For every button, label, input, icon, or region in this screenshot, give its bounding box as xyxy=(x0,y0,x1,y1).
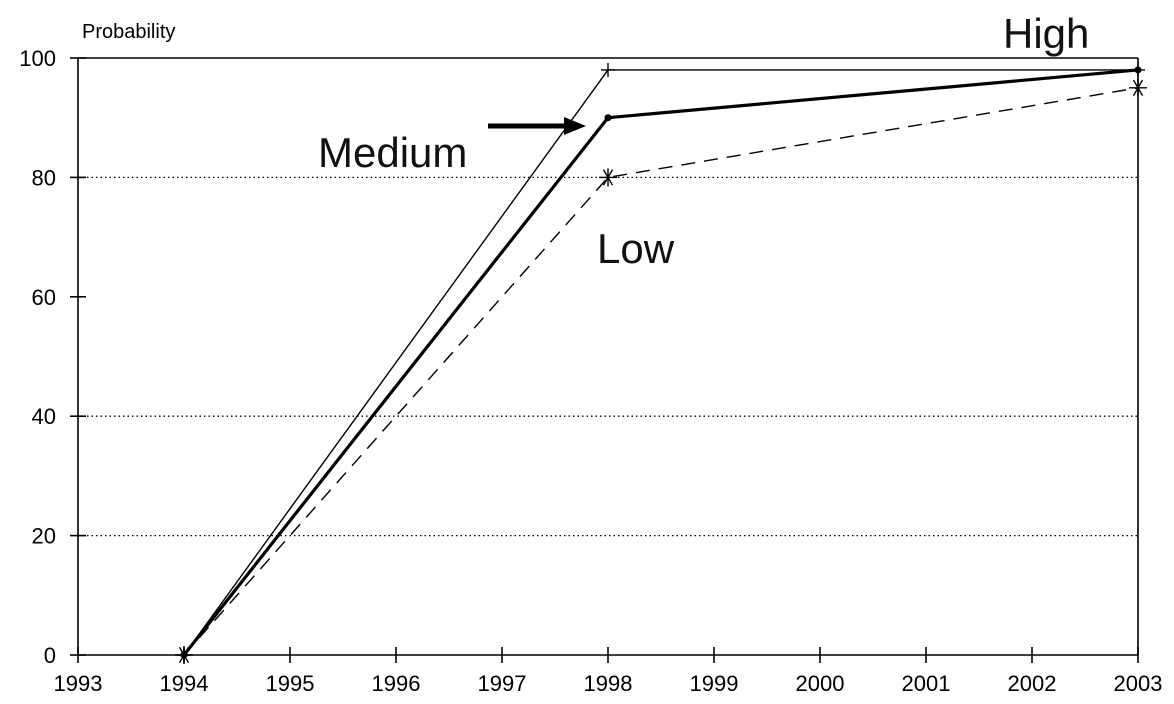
x-tick-label: 1993 xyxy=(54,671,103,696)
y-tick-label: 0 xyxy=(44,643,56,668)
x-tick-label: 1996 xyxy=(372,671,421,696)
y-tick-label: 100 xyxy=(19,46,56,71)
x-tick-label: 2000 xyxy=(796,671,845,696)
gridlines xyxy=(78,176,1138,537)
x-tick-label: 1998 xyxy=(584,671,633,696)
y-tick-label: 40 xyxy=(32,404,56,429)
data-point-low xyxy=(599,168,617,187)
data-point-low xyxy=(175,646,193,664)
x-tick-label: 1995 xyxy=(266,671,315,696)
y-axis-label: Probability xyxy=(82,21,175,43)
data-point-medium xyxy=(604,114,612,122)
series-label-medium: Medium xyxy=(318,129,467,176)
y-tick-label: 20 xyxy=(32,524,56,549)
axes: 0 20 40 60 80 100 1993 1994 1995 1996 1997 1998 1999… xyxy=(19,46,1162,696)
x-tick-label: 2001 xyxy=(902,671,951,696)
data-point-high xyxy=(601,62,615,77)
x-tick-label: 2003 xyxy=(1114,671,1163,696)
series-label-high: High xyxy=(1003,10,1089,57)
markers-group xyxy=(175,62,1147,664)
series-line-low xyxy=(183,87,1139,656)
y-tick-label: 80 xyxy=(32,165,56,190)
x-tick-label: 1994 xyxy=(160,671,209,696)
data-point-low xyxy=(1129,78,1147,97)
x-tick-label: 1999 xyxy=(690,671,739,696)
x-tick-label: 2002 xyxy=(1008,671,1057,696)
data-point-medium xyxy=(1134,66,1142,74)
arrow-icon-head xyxy=(564,117,586,135)
series-label-low: Low xyxy=(597,225,675,272)
y-tick-label: 60 xyxy=(32,285,56,310)
labels-group: Probability High Medium Low xyxy=(82,10,1089,272)
x-tick-label: 1997 xyxy=(478,671,527,696)
